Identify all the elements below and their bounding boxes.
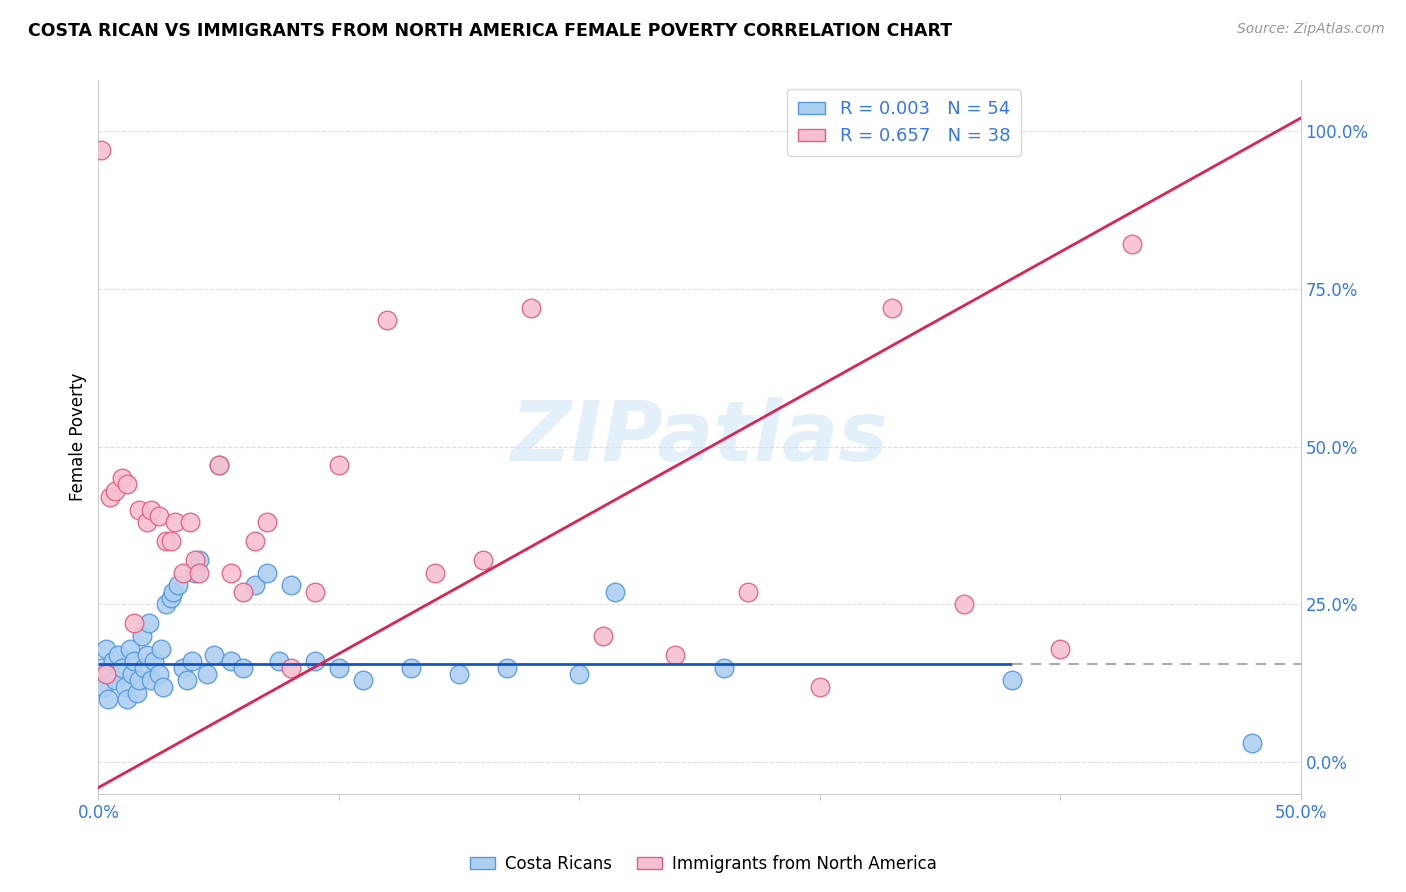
- Point: [232, 584, 254, 599]
- Point: [219, 566, 242, 580]
- Point: [267, 654, 290, 668]
- Point: [179, 516, 201, 530]
- Point: [328, 660, 350, 674]
- Point: [114, 680, 136, 694]
- Point: [107, 648, 129, 662]
- Point: [172, 660, 194, 674]
- Legend: Costa Ricans, Immigrants from North America: Costa Ricans, Immigrants from North Amer…: [463, 848, 943, 880]
- Point: [328, 458, 350, 473]
- Point: [148, 508, 170, 523]
- Point: [124, 616, 146, 631]
- Point: [243, 578, 266, 592]
- Point: [280, 660, 302, 674]
- Point: [472, 553, 495, 567]
- Point: [128, 673, 150, 688]
- Point: [135, 516, 157, 530]
- Point: [94, 641, 117, 656]
- Point: [111, 660, 134, 674]
- Point: [304, 654, 326, 668]
- Point: [117, 477, 139, 491]
- Point: [1241, 736, 1264, 750]
- Point: [208, 458, 231, 473]
- Point: [104, 673, 127, 688]
- Point: [104, 483, 127, 498]
- Point: [155, 598, 177, 612]
- Point: [90, 143, 112, 157]
- Point: [1049, 641, 1071, 656]
- Point: [737, 584, 759, 599]
- Point: [304, 584, 326, 599]
- Point: [375, 313, 398, 327]
- Point: [256, 516, 278, 530]
- Point: [159, 591, 181, 606]
- Point: [172, 566, 194, 580]
- Legend: R = 0.003   N = 54, R = 0.657   N = 38: R = 0.003 N = 54, R = 0.657 N = 38: [787, 89, 1021, 156]
- Point: [195, 666, 218, 681]
- Point: [91, 680, 114, 694]
- Point: [155, 534, 177, 549]
- Point: [149, 641, 172, 656]
- Point: [135, 648, 157, 662]
- Point: [1121, 237, 1143, 252]
- Point: [219, 654, 242, 668]
- Point: [202, 648, 225, 662]
- Point: [664, 648, 686, 662]
- Point: [1001, 673, 1024, 688]
- Point: [118, 641, 141, 656]
- Point: [94, 666, 117, 681]
- Text: Source: ZipAtlas.com: Source: ZipAtlas.com: [1237, 22, 1385, 37]
- Point: [423, 566, 446, 580]
- Point: [100, 490, 122, 504]
- Point: [399, 660, 422, 674]
- Point: [181, 654, 204, 668]
- Point: [188, 553, 211, 567]
- Point: [148, 666, 170, 681]
- Point: [90, 660, 112, 674]
- Point: [256, 566, 278, 580]
- Point: [496, 660, 519, 674]
- Point: [176, 673, 198, 688]
- Point: [713, 660, 735, 674]
- Text: COSTA RICAN VS IMMIGRANTS FROM NORTH AMERICA FEMALE POVERTY CORRELATION CHART: COSTA RICAN VS IMMIGRANTS FROM NORTH AME…: [28, 22, 952, 40]
- Point: [97, 692, 120, 706]
- Point: [132, 660, 155, 674]
- Point: [232, 660, 254, 674]
- Point: [117, 692, 139, 706]
- Y-axis label: Female Poverty: Female Poverty: [69, 373, 87, 501]
- Point: [880, 301, 903, 315]
- Point: [128, 502, 150, 516]
- Point: [100, 666, 122, 681]
- Text: ZIPatlas: ZIPatlas: [510, 397, 889, 477]
- Point: [605, 584, 627, 599]
- Point: [111, 471, 134, 485]
- Point: [125, 686, 148, 700]
- Point: [162, 584, 184, 599]
- Point: [188, 566, 211, 580]
- Point: [208, 458, 231, 473]
- Point: [520, 301, 543, 315]
- Point: [124, 654, 146, 668]
- Point: [141, 502, 163, 516]
- Point: [183, 553, 205, 567]
- Point: [152, 680, 174, 694]
- Point: [592, 629, 614, 643]
- Point: [953, 598, 976, 612]
- Point: [352, 673, 374, 688]
- Point: [141, 673, 163, 688]
- Point: [159, 534, 181, 549]
- Point: [131, 629, 153, 643]
- Point: [183, 566, 205, 580]
- Point: [243, 534, 266, 549]
- Point: [808, 680, 831, 694]
- Point: [101, 654, 124, 668]
- Point: [166, 578, 188, 592]
- Point: [165, 516, 187, 530]
- Point: [138, 616, 160, 631]
- Point: [121, 666, 143, 681]
- Point: [447, 666, 470, 681]
- Point: [568, 666, 591, 681]
- Point: [280, 578, 302, 592]
- Point: [142, 654, 165, 668]
